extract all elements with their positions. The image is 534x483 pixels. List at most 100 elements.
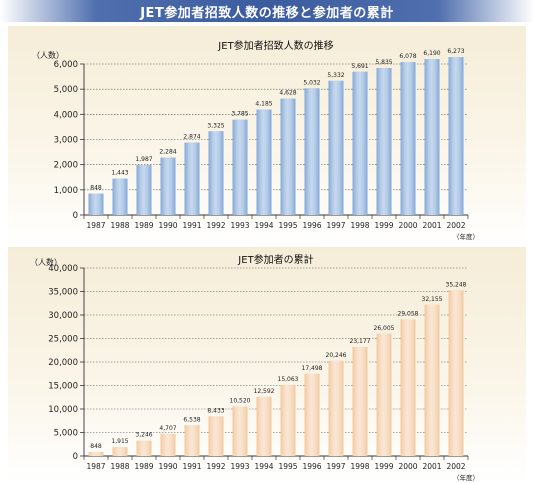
bar-shine	[184, 142, 200, 215]
x-tick-label: 1990	[158, 462, 177, 471]
bar-shine	[376, 333, 392, 456]
x-tick-label: 2001	[422, 221, 441, 230]
bar-shine	[112, 178, 128, 215]
x-tick-label: 1988	[110, 462, 129, 471]
x-tick-label: 1996	[302, 221, 321, 230]
data-label: 2,874	[183, 134, 200, 141]
bar-shine	[184, 425, 200, 456]
y-tick-label: 6,000	[54, 60, 78, 70]
y-tick-label: 10,000	[48, 405, 78, 415]
data-label: 17,498	[302, 365, 323, 372]
y-tick-label: 3,000	[54, 136, 78, 146]
x-tick-label: 1997	[326, 221, 345, 230]
data-label: 848	[90, 443, 102, 450]
data-label: 3,246	[135, 432, 152, 439]
x-tick-label: 1993	[230, 462, 249, 471]
x-tick-label: 1998	[350, 462, 369, 471]
data-label: 5,835	[375, 59, 392, 66]
bar-shine	[400, 319, 416, 456]
data-label: 6,538	[183, 416, 200, 423]
data-label: 6,273	[447, 48, 464, 55]
x-tick-label: 1997	[326, 462, 345, 471]
data-label: 20,246	[326, 352, 347, 359]
y-tick-label: 5,000	[54, 429, 78, 439]
bar-shine	[304, 88, 320, 215]
x-tick-label: 1999	[374, 221, 393, 230]
data-label: 4,628	[279, 90, 296, 97]
bar-shine	[448, 290, 464, 456]
bar-shine	[232, 406, 248, 456]
y-tick-label: 25,000	[48, 335, 78, 345]
y-tick-label: 5,000	[54, 85, 78, 95]
bar-shine	[400, 62, 416, 215]
x-tick-label: 1994	[254, 221, 273, 230]
x-tick-label: 1987	[86, 221, 105, 230]
data-label: 26,005	[374, 325, 395, 332]
bar-shine	[88, 193, 104, 215]
x-tick-label: 1988	[110, 221, 129, 230]
x-tick-label: 1990	[158, 221, 177, 230]
x-tick-label: 2001	[422, 462, 441, 471]
data-label: 5,332	[327, 72, 344, 79]
data-label: 1,987	[135, 156, 152, 163]
x-axis-label: （年度）	[453, 473, 479, 482]
y-tick-label: 30,000	[48, 311, 78, 321]
bar-shine	[304, 373, 320, 456]
bar-shine	[448, 57, 464, 215]
y-tick-label: 0	[73, 452, 78, 462]
bar-shine	[280, 385, 296, 456]
bar-shine	[112, 446, 128, 456]
x-tick-label: 1989	[134, 221, 153, 230]
chart-title: JET参加者招致人数の推移	[217, 39, 333, 52]
x-tick-label: 1991	[182, 221, 201, 230]
x-tick-label: 1996	[302, 462, 321, 471]
bar-shine	[424, 59, 440, 215]
y-tick-label: 15,000	[48, 382, 78, 392]
data-label: 29,058	[398, 310, 419, 317]
bar-shine	[328, 80, 344, 215]
chart-panel-cumulative: JET参加者の累計 （人数） （年度） 0 5,000 10,000 15,000 20,00…	[8, 247, 526, 483]
bar-shine	[256, 109, 272, 215]
data-label: 32,155	[422, 296, 443, 303]
bar-shine	[208, 131, 224, 215]
x-tick-label: 1999	[374, 462, 393, 471]
x-tick-label: 1987	[86, 462, 105, 471]
data-label: 12,592	[254, 388, 275, 395]
x-tick-label: 1992	[206, 221, 225, 230]
bar-shine	[160, 157, 176, 215]
bar-shine	[280, 98, 296, 215]
y-tick-label: 35,000	[48, 288, 78, 298]
bar-shine	[376, 68, 392, 215]
data-label: 35,248	[446, 281, 467, 288]
y-axis-label: （人数）	[30, 257, 62, 267]
bar-shine	[136, 164, 152, 215]
chart-2-svg: JET参加者の累計 （人数） （年度） 0 5,000 10,000 15,000 20,00…	[30, 253, 479, 482]
x-axis-label: （年度）	[453, 232, 479, 241]
data-label: 6,190	[423, 50, 440, 57]
bar-shine	[136, 440, 152, 456]
x-tick-label: 2002	[446, 221, 465, 230]
data-label: 23,177	[350, 338, 371, 345]
y-axis-label: （人数）	[32, 50, 64, 60]
chart-panel-annual: JET参加者招致人数の推移 （人数） （年度） 0 1,000 2,000 3,000 4,0…	[8, 26, 526, 246]
y-tick-label: 1,000	[54, 186, 78, 196]
data-label: 10,520	[230, 398, 251, 405]
y-tick-label: 0	[73, 211, 78, 221]
data-label: 2,284	[159, 149, 176, 156]
x-tick-label: 1998	[350, 221, 369, 230]
data-label: 3,325	[207, 122, 224, 129]
bar-shine	[88, 452, 104, 456]
x-tick-label: 2002	[446, 462, 465, 471]
x-tick-label: 2000	[398, 221, 417, 230]
bar-shine	[352, 347, 368, 456]
chart-title: JET参加者の累計	[237, 253, 313, 266]
bar-shine	[256, 396, 272, 456]
data-label: 8,433	[207, 407, 224, 414]
bar-shine	[424, 304, 440, 456]
y-tick-label: 2,000	[54, 161, 78, 171]
x-tick-label: 1993	[230, 221, 249, 230]
data-label: 6,078	[399, 53, 416, 60]
x-tick-label: 1995	[278, 221, 297, 230]
data-label: 4,185	[255, 101, 272, 108]
bar-shine	[328, 360, 344, 456]
